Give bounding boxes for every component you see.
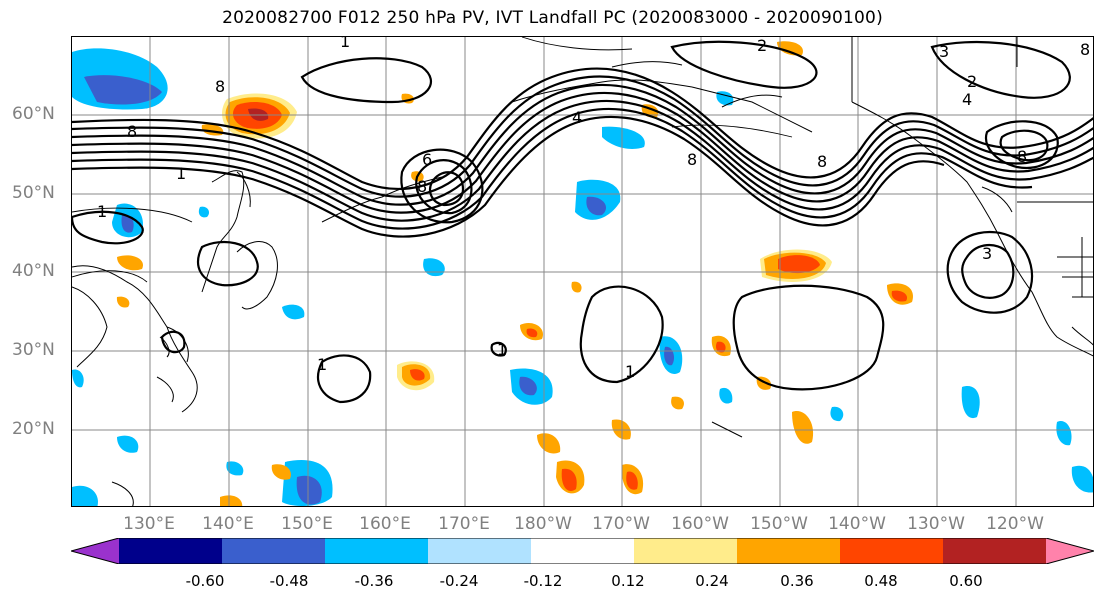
contour-labels: 8 8 1 1 1 2 3 2 4 8 8 4 6 8 8 8 3 1 1 1 bbox=[97, 37, 1090, 381]
contour-label: 8 bbox=[215, 77, 225, 96]
negative-anomaly-patches bbox=[72, 48, 1093, 506]
colorbar bbox=[69, 537, 1096, 565]
contour-label: 1 bbox=[497, 340, 507, 359]
contour-label: 8 bbox=[1017, 147, 1027, 166]
colorbar-extend-max bbox=[1046, 538, 1094, 564]
lon-label: 160°W bbox=[671, 514, 729, 534]
colorbar-segment bbox=[634, 538, 738, 564]
ivt-contours bbox=[72, 37, 793, 283]
contour-label: 6 bbox=[422, 150, 432, 169]
colorbar-tick-label: -0.48 bbox=[269, 572, 309, 590]
colorbar-segment bbox=[325, 538, 429, 564]
lon-label: 150°W bbox=[750, 514, 808, 534]
colorbar-segment bbox=[840, 538, 944, 564]
contour-label: 3 bbox=[982, 244, 992, 263]
contour-label: 8 bbox=[417, 177, 427, 196]
lon-label: 160°E bbox=[359, 514, 411, 534]
colorbar-tick-label: -0.60 bbox=[185, 572, 225, 590]
colorbar-tick-label: 0.24 bbox=[695, 572, 729, 590]
lon-label: 130°E bbox=[123, 514, 175, 534]
contour-label: 1 bbox=[97, 202, 107, 221]
lon-label: 140°E bbox=[202, 514, 254, 534]
lat-label-50n: 50°N bbox=[12, 183, 55, 203]
colorbar-tick-label: 0.12 bbox=[611, 572, 645, 590]
colorbar-segment bbox=[943, 538, 1047, 564]
contour-label: 2 bbox=[967, 72, 977, 91]
contour-label: 8 bbox=[1080, 40, 1090, 59]
contour-label: 1 bbox=[625, 362, 635, 381]
contour-label: 8 bbox=[127, 122, 137, 141]
contour-label: 2 bbox=[757, 37, 767, 55]
coastlines bbox=[72, 37, 1093, 506]
contour-label: 1 bbox=[340, 37, 350, 51]
colorbar-extend-min bbox=[71, 538, 119, 564]
colorbar-graphic bbox=[69, 537, 1096, 565]
contour-label: 1 bbox=[176, 164, 186, 183]
colorbar-segment bbox=[119, 538, 223, 564]
contour-label: 8 bbox=[817, 152, 827, 171]
map-canvas: 8 8 1 1 1 2 3 2 4 8 8 4 6 8 8 8 3 1 1 1 bbox=[72, 37, 1093, 506]
lat-label-20n: 20°N bbox=[12, 419, 55, 439]
colorbar-tick-label: 0.36 bbox=[780, 572, 814, 590]
lon-label: 180°W bbox=[514, 514, 572, 534]
colorbar-segment bbox=[737, 538, 841, 564]
colorbar-tick-label: 0.60 bbox=[949, 572, 983, 590]
colorbar-tick-label: -0.24 bbox=[439, 572, 479, 590]
lat-label-40n: 40°N bbox=[12, 261, 55, 281]
lon-label: 130°W bbox=[907, 514, 965, 534]
colorbar-tick-label: -0.12 bbox=[523, 572, 563, 590]
lon-label: 140°W bbox=[828, 514, 886, 534]
contour-label: 1 bbox=[317, 355, 327, 374]
colorbar-segment bbox=[222, 538, 326, 564]
contour-label: 3 bbox=[939, 42, 949, 61]
lon-label: 150°E bbox=[281, 514, 333, 534]
map-panel: 8 8 1 1 1 2 3 2 4 8 8 4 6 8 8 8 3 1 1 1 bbox=[71, 36, 1094, 507]
lat-label-60n: 60°N bbox=[12, 104, 55, 124]
colorbar-segment bbox=[428, 538, 532, 564]
pv-contours bbox=[72, 40, 1093, 404]
contour-label: 4 bbox=[572, 108, 582, 127]
colorbar-segment bbox=[531, 538, 635, 564]
figure-title: 2020082700 F012 250 hPa PV, IVT Landfall… bbox=[222, 8, 883, 28]
lat-label-30n: 30°N bbox=[12, 340, 55, 360]
lon-label: 170°W bbox=[592, 514, 650, 534]
lon-label: 170°E bbox=[438, 514, 490, 534]
colorbar-tick-label: -0.36 bbox=[354, 572, 394, 590]
colorbar-tick-label: 0.48 bbox=[864, 572, 898, 590]
contour-label: 4 bbox=[962, 90, 972, 109]
contour-label: 8 bbox=[687, 150, 697, 169]
lon-label: 120°W bbox=[986, 514, 1044, 534]
